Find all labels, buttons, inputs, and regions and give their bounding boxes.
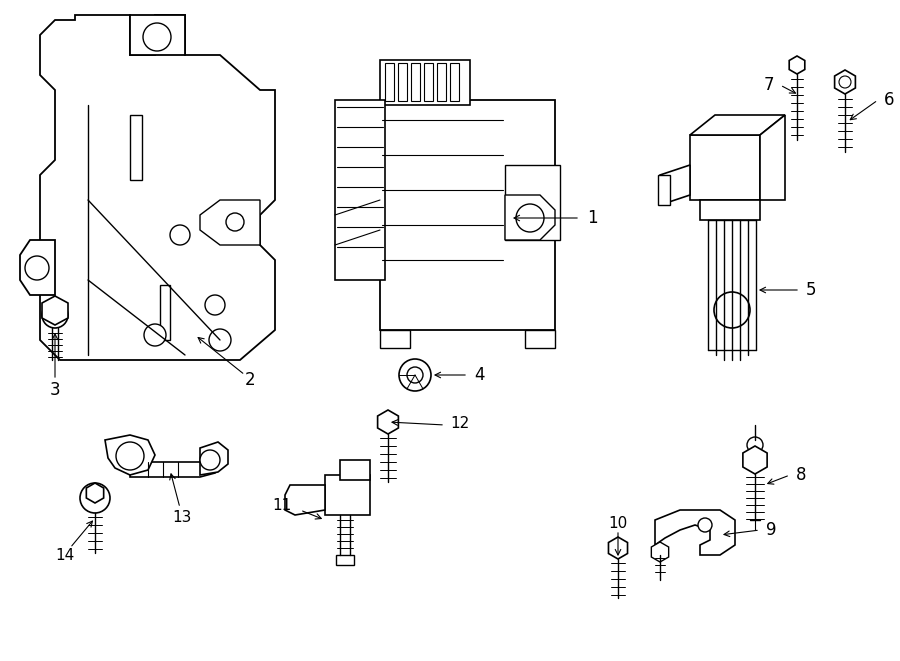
- Bar: [336, 555, 354, 565]
- Bar: [437, 63, 446, 101]
- Bar: [411, 63, 420, 101]
- Text: 6: 6: [884, 91, 895, 109]
- Circle shape: [747, 437, 763, 453]
- Polygon shape: [690, 115, 785, 135]
- Text: 11: 11: [273, 498, 292, 512]
- Text: 14: 14: [56, 549, 75, 563]
- Bar: [380, 330, 410, 348]
- Circle shape: [839, 76, 851, 88]
- Polygon shape: [660, 165, 690, 205]
- Polygon shape: [834, 70, 855, 94]
- Bar: [385, 63, 394, 101]
- Polygon shape: [105, 435, 155, 475]
- Text: 2: 2: [245, 371, 256, 389]
- Bar: [325, 475, 370, 515]
- Polygon shape: [42, 296, 68, 325]
- Bar: [160, 285, 170, 340]
- Text: 12: 12: [450, 416, 469, 430]
- Text: 1: 1: [587, 209, 598, 227]
- Circle shape: [698, 518, 712, 532]
- Circle shape: [170, 225, 190, 245]
- Polygon shape: [760, 115, 785, 200]
- Polygon shape: [130, 450, 225, 477]
- Circle shape: [42, 302, 68, 328]
- Bar: [450, 63, 459, 101]
- Bar: [700, 200, 760, 220]
- Bar: [525, 330, 555, 348]
- Circle shape: [144, 324, 166, 346]
- Circle shape: [407, 367, 423, 383]
- Circle shape: [48, 308, 62, 322]
- Circle shape: [116, 442, 144, 470]
- Text: 4: 4: [474, 366, 484, 384]
- Bar: [380, 100, 555, 330]
- Circle shape: [399, 359, 431, 391]
- Circle shape: [200, 450, 220, 470]
- Bar: [130, 15, 185, 55]
- Polygon shape: [690, 135, 760, 200]
- Circle shape: [25, 256, 49, 280]
- Bar: [340, 460, 370, 480]
- Text: 13: 13: [172, 510, 192, 525]
- Bar: [658, 175, 670, 205]
- Polygon shape: [608, 537, 627, 559]
- Polygon shape: [285, 485, 325, 515]
- Bar: [335, 100, 385, 280]
- Text: 5: 5: [806, 281, 816, 299]
- Bar: [380, 60, 470, 105]
- Polygon shape: [86, 483, 104, 503]
- Polygon shape: [742, 446, 767, 474]
- Text: 10: 10: [608, 516, 627, 531]
- Polygon shape: [378, 410, 399, 434]
- Bar: [505, 165, 560, 240]
- Polygon shape: [20, 240, 55, 295]
- Text: 8: 8: [796, 466, 806, 484]
- Bar: [130, 115, 142, 180]
- Circle shape: [143, 23, 171, 51]
- Circle shape: [205, 295, 225, 315]
- Circle shape: [516, 204, 544, 232]
- Bar: [398, 63, 407, 101]
- Polygon shape: [40, 15, 275, 360]
- Polygon shape: [505, 195, 555, 240]
- Text: 9: 9: [766, 521, 777, 539]
- Circle shape: [209, 329, 231, 351]
- Polygon shape: [200, 200, 260, 245]
- Polygon shape: [652, 542, 669, 562]
- Circle shape: [714, 292, 750, 328]
- Polygon shape: [200, 442, 228, 475]
- Circle shape: [80, 483, 110, 513]
- Bar: [424, 63, 433, 101]
- Polygon shape: [789, 56, 805, 74]
- Text: 7: 7: [763, 76, 774, 94]
- Circle shape: [226, 213, 244, 231]
- Text: 3: 3: [50, 381, 60, 399]
- Polygon shape: [655, 510, 735, 555]
